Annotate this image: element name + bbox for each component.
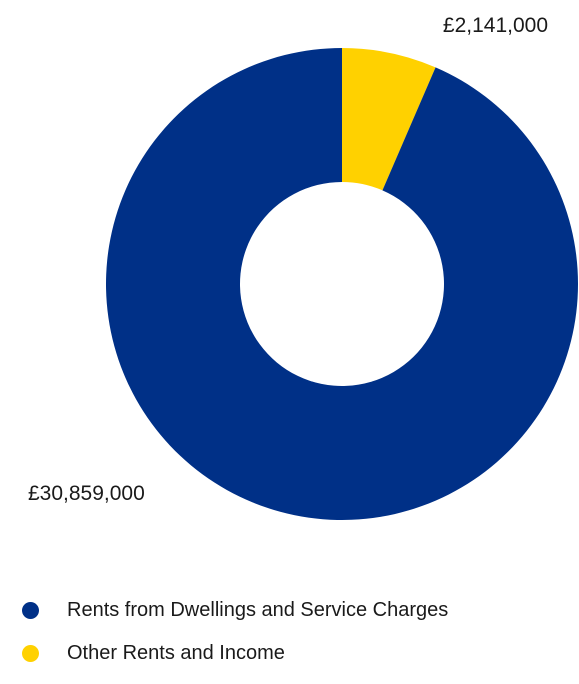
legend-swatch-other (22, 644, 39, 662)
legend-label-other: Other Rents and Income (67, 642, 285, 664)
legend-item-dwellings[interactable]: Rents from Dwellings and Service Charges (22, 598, 448, 622)
legend-label-dwellings: Rents from Dwellings and Service Charges (67, 599, 449, 621)
donut-slice-rents-from-dwellings-and-service-charges[interactable] (105, 48, 578, 521)
legend-swatch-dwellings (22, 601, 39, 619)
donut-chart: £2,141,000 £30,859,000 (28, 14, 578, 521)
legend-item-other[interactable]: Other Rents and Income (22, 641, 448, 665)
donut-slice-other-rents-and-income[interactable] (342, 48, 436, 191)
slice-label-rents-from-dwellings-and-service-charges: £30,859,000 (28, 482, 145, 505)
slice-labels: £2,141,000 £30,859,000 (28, 14, 548, 505)
chart-legend: Rents from Dwellings and Service Charges… (22, 598, 448, 684)
slice-label-other-rents-and-income: £2,141,000 (443, 14, 548, 37)
donut-slices (105, 48, 578, 521)
